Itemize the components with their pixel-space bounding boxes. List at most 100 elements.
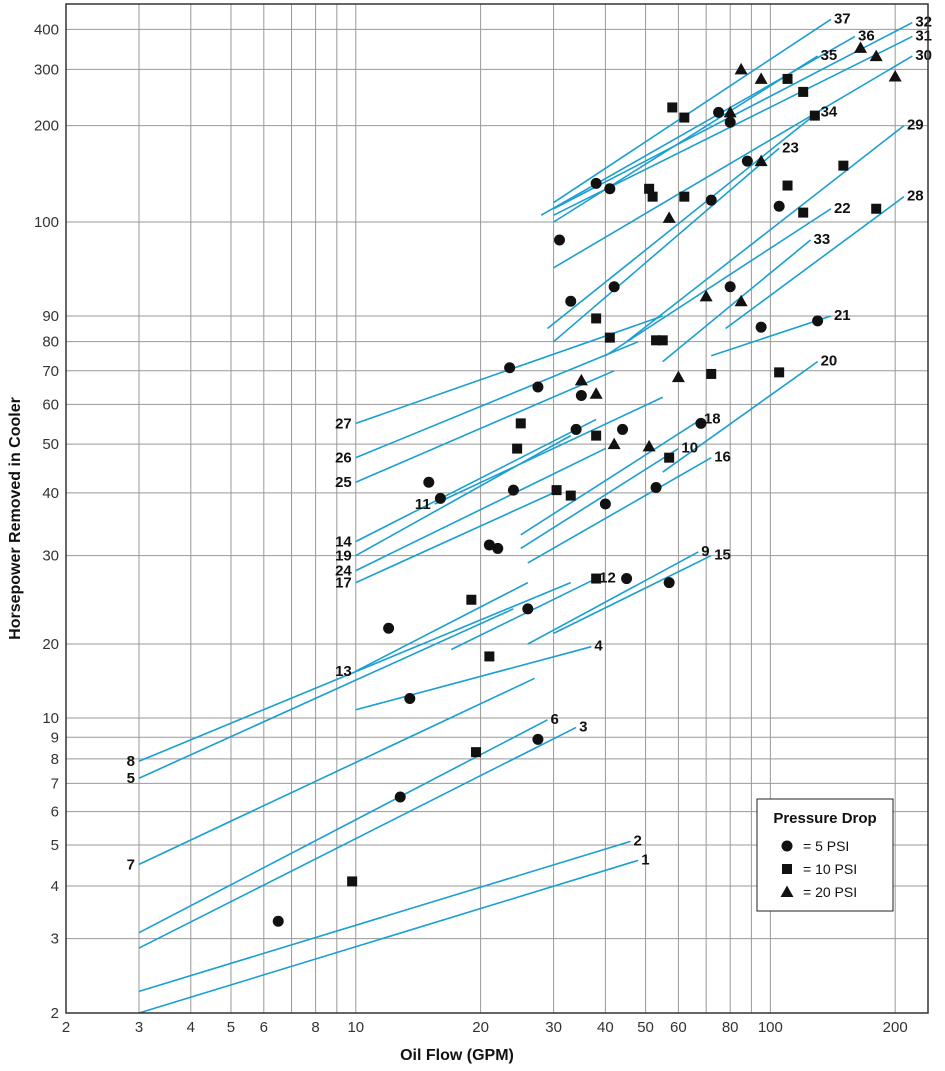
marker-circle — [565, 295, 577, 307]
series-label-20: 20 — [821, 353, 838, 370]
series-line-1 — [138, 859, 639, 1014]
y-tick-label: 3 — [51, 931, 59, 948]
marker-circle — [590, 177, 602, 189]
y-tick-label: 6 — [51, 804, 59, 821]
marker-circle — [741, 155, 753, 167]
marker-circle — [532, 381, 544, 393]
x-tick-label: 3 — [135, 1019, 143, 1036]
y-tick-label: 60 — [42, 396, 59, 413]
x-tick-label: 6 — [260, 1019, 268, 1036]
marker-triangle — [754, 154, 768, 167]
series-label-32: 32 — [915, 14, 932, 31]
series-label-36: 36 — [858, 27, 875, 44]
marker-square — [647, 191, 658, 202]
y-tick-label: 400 — [34, 21, 59, 38]
marker-triangle — [671, 370, 685, 383]
series-line-25 — [355, 370, 615, 483]
marker-triangle — [734, 294, 748, 307]
series-line-22 — [604, 208, 832, 357]
series-line-13 — [355, 581, 529, 672]
legend-label: = 5 PSI — [803, 838, 849, 854]
marker-circle — [394, 791, 406, 803]
plot-markers — [272, 41, 902, 927]
y-tick-label: 8 — [51, 751, 59, 768]
series-label-1: 1 — [641, 851, 649, 868]
legend-box — [756, 798, 894, 912]
marker-circle — [507, 484, 519, 496]
series-line-2 — [138, 840, 631, 993]
marker-circle — [617, 423, 629, 435]
x-tick-label: 100 — [758, 1019, 783, 1036]
series-line-6 — [138, 719, 548, 934]
x-tick-label: 80 — [722, 1019, 739, 1036]
series-line-16 — [527, 456, 712, 564]
series-line-15 — [553, 554, 712, 635]
legend: Pressure Drop = 5 PSI = 10 PSI = 20 PSI — [756, 798, 894, 912]
marker-square — [706, 368, 717, 379]
marker-triangle — [869, 49, 883, 62]
legend-marker-square — [782, 864, 792, 874]
series-label-16: 16 — [714, 449, 731, 466]
series-label-37: 37 — [834, 10, 851, 27]
legend-title: Pressure Drop — [773, 810, 876, 827]
marker-circle — [604, 183, 616, 195]
marker-circle — [504, 362, 516, 374]
series-label-11: 11 — [415, 496, 431, 513]
marker-circle — [575, 390, 587, 402]
series-line-8 — [138, 581, 572, 762]
marker-square — [471, 747, 482, 758]
series-label-28: 28 — [907, 188, 924, 205]
marker-square — [782, 73, 793, 84]
series-label-9: 9 — [701, 543, 709, 560]
y-tick-label: 90 — [42, 308, 59, 325]
series-line-29 — [626, 125, 905, 343]
marker-square — [871, 203, 882, 214]
marker-square — [551, 485, 562, 496]
series-line-17 — [355, 492, 554, 584]
series-line-37 — [553, 18, 832, 204]
marker-triangle — [574, 373, 588, 386]
marker-triangle — [854, 41, 868, 53]
marker-circle — [621, 573, 633, 585]
series-line-4 — [355, 645, 592, 711]
series-label-5: 5 — [127, 770, 135, 787]
x-axis-title: Oil Flow (GPM) — [400, 1047, 514, 1064]
series-label-30: 30 — [915, 47, 932, 64]
y-tick-label: 70 — [42, 363, 59, 380]
marker-square — [798, 207, 809, 218]
y-tick-label: 80 — [42, 334, 59, 351]
x-tick-label: 200 — [883, 1019, 908, 1036]
x-tick-label: 10 — [347, 1019, 364, 1036]
series-label-14: 14 — [335, 534, 352, 551]
x-tick-label: 20 — [472, 1019, 489, 1036]
marker-triangle — [589, 387, 603, 399]
series-label-2: 2 — [634, 832, 642, 849]
series-label-23: 23 — [782, 139, 799, 156]
series-label-33: 33 — [814, 231, 831, 248]
series-label-29: 29 — [907, 117, 924, 134]
y-tick-label: 200 — [34, 118, 59, 135]
marker-circle — [695, 417, 707, 429]
marker-square — [679, 112, 690, 123]
marker-circle — [650, 481, 662, 493]
series-line-11 — [434, 396, 664, 505]
marker-triangle — [754, 72, 768, 84]
series-line-20 — [662, 361, 819, 473]
marker-circle — [272, 915, 284, 927]
series-label-4: 4 — [594, 638, 603, 655]
series-label-26: 26 — [335, 450, 352, 467]
marker-square — [809, 110, 820, 121]
marker-circle — [532, 733, 544, 745]
y-tick-label: 2 — [51, 1005, 59, 1022]
x-tick-label: 50 — [637, 1019, 654, 1036]
x-tick-label: 4 — [187, 1019, 195, 1036]
series-line-23 — [553, 147, 780, 343]
y-tick-label: 7 — [51, 775, 59, 792]
series-line-30 — [553, 55, 913, 269]
series-line-34 — [546, 111, 819, 330]
marker-square — [644, 183, 655, 194]
x-tick-label: 40 — [597, 1019, 614, 1036]
marker-square — [651, 335, 662, 346]
